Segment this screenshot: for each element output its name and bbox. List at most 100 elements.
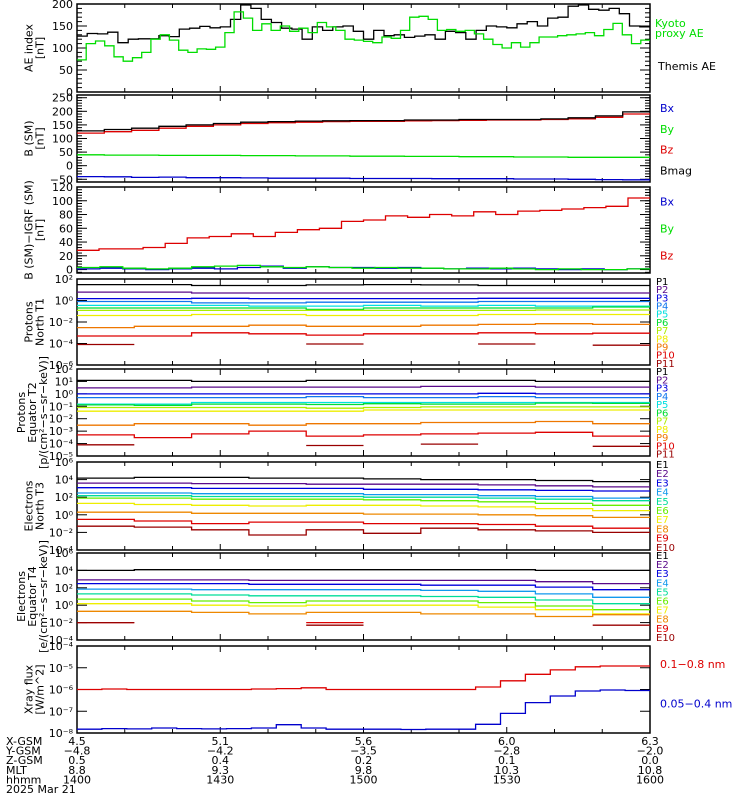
y-tick-label: 100 [52,133,73,146]
y-axis-label: Electrons [15,571,28,622]
series-line-electrons_t3-E6 [77,497,650,506]
y-axis-label: North T3 [34,482,47,530]
y-tick-label: 10⁶ [55,547,74,560]
panel-frame-bigrf [76,186,651,274]
y-axis-label: [nT] [34,219,47,241]
series-line-protons_t2-P7 [77,406,650,409]
legend-entry: P8 [656,425,668,436]
legend-entry: P11 [656,359,675,370]
x-axis-value: 1430 [206,773,234,786]
legend-entry: E4 [656,578,669,589]
y-tick-label: 40 [59,236,73,249]
legend-entry: P1 [656,367,668,378]
series-line-bsm-Bz [77,113,650,134]
y-tick-label: 250 [52,92,73,105]
y-axis-label: [e/(cm²−s−sr−keV)] [37,540,50,653]
series-line-bsm-Bx [77,175,650,181]
series-line-protons_t2-P9 [77,420,650,426]
legend-entry: P9 [656,342,668,353]
series-line-electrons_t4-E2 [77,579,650,585]
legend-entry: E1 [656,460,669,471]
legend-entry: E8 [656,524,669,535]
series-line-protons_t2-P2 [77,385,650,389]
panel-frame-electrons_t4 [76,552,651,641]
y-tick-label: 10⁻³ [49,425,73,438]
legend-entry: P4 [656,302,668,313]
series-line-ae-Themis-AE [77,4,650,44]
series-line-protons_t2-P1 [77,379,650,383]
series-line-xray-0-1-0-8-nm [77,665,650,691]
x-axis-value: −2.8 [493,745,520,758]
series-line-electrons_t3-E10 [77,525,650,536]
series-line-bigrf-By [77,264,650,271]
legend-entry: E10 [656,543,675,554]
y-tick-label: 10⁻² [49,526,73,539]
y-tick-label: 10⁻⁶ [49,359,74,372]
x-axis-value: 1530 [493,773,521,786]
y-axis-label: North T1 [34,298,47,346]
series-line-protons_t1-P1 [77,283,650,287]
y-tick-label: 50 [59,146,73,159]
legend-entry: P10 [656,441,675,452]
y-tick-label: 10² [55,582,73,595]
x-axis-row-label: Y-GSM [5,745,41,758]
y-tick-label: 10⁻⁴ [49,634,74,647]
series-line-protons_t2-P8 [77,409,650,412]
legend-entry: P6 [656,318,668,329]
series-line-protons_t2-P4 [77,395,650,399]
y-tick-label: 150 [52,119,73,132]
y-axis-label: [nT] [34,127,47,149]
legend-entry: 0.1−0.8 nm [660,658,725,671]
y-axis-label: Protons [23,301,36,342]
x-axis-value: −4.2 [207,745,234,758]
series-line-protons_t2-P6 [77,402,650,406]
y-tick-label: 60 [59,222,73,235]
legend-entry: P7 [656,417,668,428]
legend-entry: P9 [656,433,668,444]
y-tick-label: 10² [55,273,73,286]
legend-entry: P5 [656,310,668,321]
x-axis-row-label: X-GSM [6,735,42,748]
legend-entry: P5 [656,400,668,411]
y-tick-label: 10⁻⁸ [49,727,74,740]
x-axis-value: 8.8 [68,764,86,777]
legend-entry: 0.05−0.4 nm [660,697,732,710]
series-line-electrons_t4-E1 [77,569,650,572]
legend-entry: P3 [656,384,668,395]
y-tick-label: 10⁰ [55,388,74,401]
legend-entry: E4 [656,488,669,499]
x-axis-row-label: Z-GSM [6,754,43,767]
x-axis-value: 0.1 [498,754,516,767]
series-line-bsm-Bmag [77,111,650,132]
x-axis-value: 6.3 [641,735,659,748]
series-line-electrons_t3-E9 [77,518,650,529]
y-tick-label: 10⁰ [55,599,74,612]
series-line-protons_t1-P4 [77,300,650,304]
x-axis-value: 9.3 [212,764,230,777]
x-axis-value: 10.3 [495,764,520,777]
series-line-protons_t1-P8 [77,313,650,317]
legend-entry: Bz [660,144,674,157]
y-tick-label: 10⁰ [55,509,74,522]
y-tick-label: 50 [59,64,73,77]
y-tick-label: 20 [59,250,73,263]
y-tick-label: 10⁻⁵ [49,450,73,463]
legend-entry: E10 [656,633,675,644]
series-line-electrons_t3-E7 [77,502,650,512]
y-tick-label: 80 [59,209,73,222]
y-tick-label: 10⁻⁷ [49,705,73,718]
y-tick-label: 100 [52,195,73,208]
legend-entry: P2 [656,375,668,386]
legend-entry: E2 [656,560,669,571]
legend-entry: proxy AE [655,27,704,40]
legend-entry: E6 [656,597,669,608]
series-line-bigrf-Bz [77,197,650,251]
series-line-electrons_t3-E2 [77,482,650,488]
legend-entry: P4 [656,392,668,403]
y-tick-label: 10⁻⁶ [49,684,74,697]
date-label: 2025 Mar 21 [6,783,76,796]
x-axis-value: 1600 [636,773,664,786]
series-line-xray-0-05-0-4-nm [77,689,650,731]
legend-entry: P11 [656,450,675,461]
legend-entry: E8 [656,615,669,626]
